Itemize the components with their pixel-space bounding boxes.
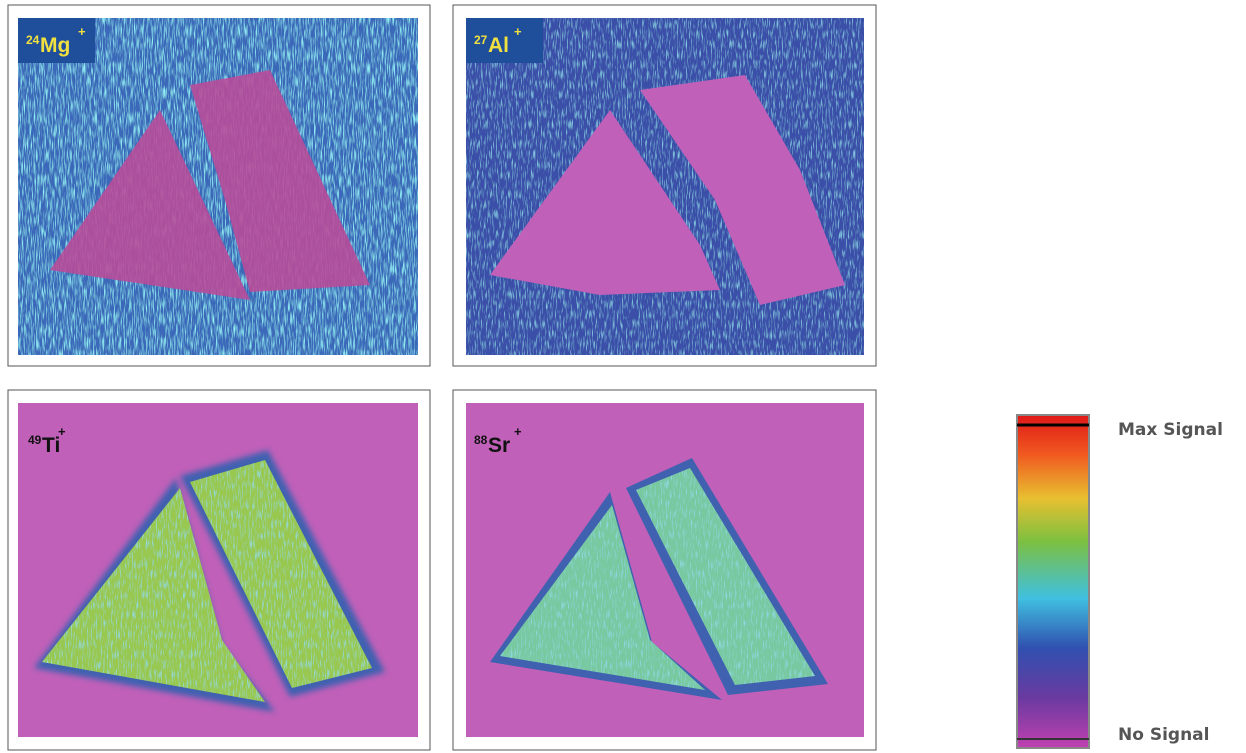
colorbar-min-label: No Signal xyxy=(1118,725,1209,745)
figure: 24Mg+ 27Al+ 49Ti+ 88Sr+ Max Signal No Si… xyxy=(0,0,1246,753)
map-image xyxy=(18,18,418,355)
map-image xyxy=(466,18,864,355)
map-image xyxy=(466,403,864,737)
colorbar-max-label: Max Signal xyxy=(1118,420,1223,440)
colorbar xyxy=(1017,415,1089,748)
map-image xyxy=(18,403,418,737)
